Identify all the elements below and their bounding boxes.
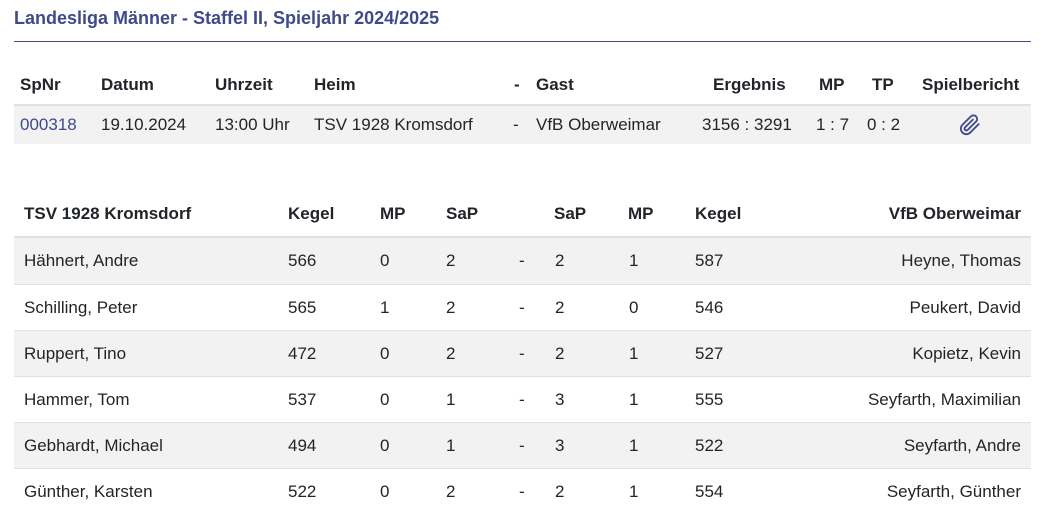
player-home-mp: 0 (380, 435, 390, 455)
match-dash: - (513, 115, 519, 134)
player-home-mp: 1 (380, 297, 390, 317)
match-number-link[interactable]: 000318 (20, 115, 77, 134)
player-away-mp: 1 (629, 435, 639, 455)
match-result: 3156 : 3291 (702, 115, 792, 134)
match-time: 13:00 Uhr (215, 115, 290, 134)
title-divider (14, 41, 1031, 42)
page-title: Landesliga Männer - Staffel II, Spieljah… (14, 8, 440, 28)
player-away-mp: 0 (629, 297, 639, 317)
match-points-mp: 1 : 7 (816, 115, 850, 134)
table-row: Gebhardt, Michael 494 0 1 - 3 1 522 Seyfarth, An… (14, 422, 1031, 468)
player-home-name: Ruppert, Tino (24, 343, 127, 363)
match-points-tp: 0 : 2 (867, 115, 901, 134)
player-dash: - (519, 389, 525, 409)
table-row: Ruppert, Tino 472 0 2 - 2 1 527 Kopietz, Kevin (14, 330, 1031, 376)
table-row: Hammer, Tom 537 0 1 - 3 1 555 Seyfarth, Maximili… (14, 376, 1031, 422)
player-away-name: Heyne, Thomas (901, 251, 1021, 270)
player-away-sap: 3 (555, 389, 565, 409)
match-date: 19.10.2024 (101, 115, 187, 134)
player-away-name: Peukert, David (909, 297, 1022, 317)
header-spnr: SpNr (20, 75, 61, 94)
table-row: Hähnert, Andre 566 0 2 - 2 1 587 Heyne, Thomas (14, 238, 1031, 284)
player-home-name: Hammer, Tom (24, 389, 130, 409)
player-dash: - (519, 481, 525, 501)
player-away-kegel: 527 (695, 343, 724, 363)
player-rows: Hähnert, Andre 566 0 2 - 2 1 587 Heyne, Thomas Sc… (14, 238, 1031, 513)
header-datum: Datum (101, 75, 154, 94)
player-away-kegel: 555 (695, 389, 724, 409)
player-home-mp: 0 (380, 389, 390, 409)
match-table: SpNr Datum Uhrzeit Heim - Gast Ergebnis … (14, 66, 1031, 144)
player-home-mp: 0 (380, 481, 390, 501)
header-mp-home: MP (380, 204, 406, 223)
players-table: TSV 1928 Kromsdorf Kegel MP SaP SaP MP K… (14, 192, 1031, 513)
player-home-kegel: 537 (288, 389, 317, 409)
header-dash: - (514, 75, 520, 94)
match-away-team: VfB Oberweimar (536, 115, 661, 134)
player-home-kegel: 472 (288, 343, 317, 363)
header-spielbericht: Spielbericht (922, 75, 1020, 94)
player-away-kegel: 546 (695, 297, 724, 317)
player-home-kegel: 494 (288, 435, 317, 455)
paperclip-icon[interactable] (959, 114, 981, 136)
header-kegel-away: Kegel (695, 204, 742, 223)
player-home-sap: 2 (446, 297, 456, 317)
match-report-link[interactable] (954, 106, 986, 144)
header-sap-home: SaP (446, 204, 479, 223)
player-away-sap: 2 (555, 251, 565, 270)
header-home-team: TSV 1928 Kromsdorf (24, 204, 192, 223)
player-away-name: Kopietz, Kevin (912, 343, 1021, 363)
player-home-sap: 1 (446, 389, 456, 409)
header-tp: TP (872, 75, 894, 94)
player-away-name: Seyfarth, Andre (903, 435, 1021, 455)
table-row: Schilling, Peter 565 1 2 - 2 0 546 Peukert, Davi… (14, 284, 1031, 330)
player-home-name: Gebhardt, Michael (24, 435, 163, 455)
player-away-sap: 2 (555, 297, 565, 317)
match-row: 000318 19.10.2024 13:00 Uhr TSV 1928 Kro… (14, 106, 1031, 144)
player-home-name: Schilling, Peter (24, 297, 138, 317)
player-home-name: Hähnert, Andre (24, 251, 139, 270)
player-away-name: Seyfarth, Günther (886, 481, 1021, 501)
player-away-kegel: 554 (695, 481, 724, 501)
player-home-sap: 2 (446, 481, 456, 501)
player-home-kegel: 566 (288, 251, 317, 270)
player-home-kegel: 565 (288, 297, 317, 317)
player-away-mp: 1 (629, 251, 639, 270)
header-mp: MP (819, 75, 845, 94)
header-ergebnis: Ergebnis (713, 75, 786, 94)
match-home-team: TSV 1928 Kromsdorf (314, 115, 473, 134)
player-dash: - (519, 435, 525, 455)
match-table-header: SpNr Datum Uhrzeit Heim - Gast Ergebnis … (14, 66, 1031, 106)
header-uhrzeit: Uhrzeit (215, 75, 273, 94)
header-away-team: VfB Oberweimar (888, 204, 1021, 223)
header-heim: Heim (314, 75, 356, 94)
player-dash: - (519, 251, 525, 270)
player-home-name: Günther, Karsten (24, 481, 153, 501)
player-home-sap: 2 (446, 343, 456, 363)
header-mp-away: MP (628, 204, 654, 223)
player-away-sap: 2 (555, 481, 565, 501)
header-sap-away: SaP (554, 204, 587, 223)
player-away-sap: 2 (555, 343, 565, 363)
player-away-name: Seyfarth, Maximilian (867, 389, 1021, 409)
player-away-sap: 3 (555, 435, 565, 455)
table-row: Günther, Karsten 522 0 2 - 2 1 554 Seyfarth, Gün… (14, 468, 1031, 513)
player-home-kegel: 522 (288, 481, 317, 501)
players-table-header: TSV 1928 Kromsdorf Kegel MP SaP SaP MP K… (14, 192, 1031, 238)
player-home-mp: 0 (380, 251, 390, 270)
header-gast: Gast (536, 75, 574, 94)
player-away-mp: 1 (629, 389, 639, 409)
player-dash: - (519, 343, 525, 363)
player-home-mp: 0 (380, 343, 390, 363)
player-away-kegel: 587 (695, 251, 724, 270)
player-dash: - (519, 297, 525, 317)
player-home-sap: 2 (446, 251, 456, 270)
player-away-mp: 1 (629, 481, 639, 501)
player-away-mp: 1 (629, 343, 639, 363)
header-kegel-home: Kegel (288, 204, 335, 223)
player-away-kegel: 522 (695, 435, 724, 455)
player-home-sap: 1 (446, 435, 456, 455)
